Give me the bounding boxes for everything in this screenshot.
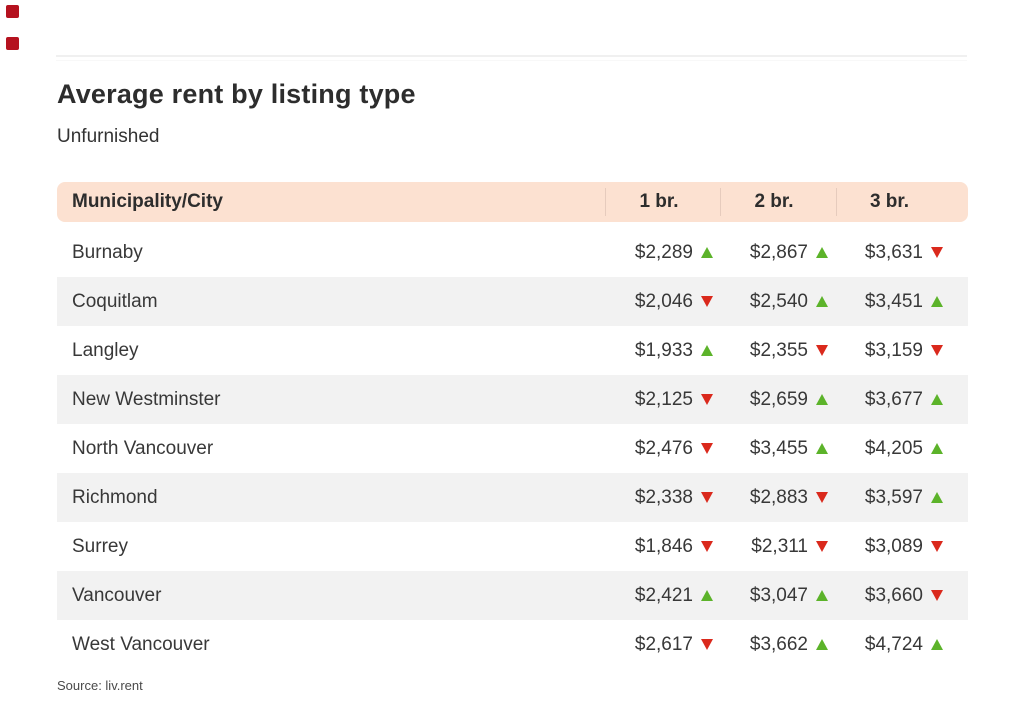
page-title: Average rent by listing type [57,79,416,109]
rent-value: $2,338 [634,486,693,508]
header-municipality: Municipality/City [72,191,223,212]
top-divider [56,55,967,57]
rent-value: $3,047 [749,584,808,606]
trend-up-icon [701,590,713,601]
table-row: Vancouver $2,421 $3,047 $3,660 [57,571,968,620]
table-row: North Vancouver $2,476 $3,455 $4,205 [57,424,968,473]
rent-value: $2,046 [634,290,693,312]
trend-down-icon [931,590,943,601]
rent-value: $1,933 [634,339,693,361]
trend-down-icon [816,492,828,503]
source-note: Source: liv.rent [57,678,143,693]
city-cell: West Vancouver [72,633,210,655]
trend-down-icon [701,639,713,650]
rent-value: $3,451 [864,290,923,312]
trend-down-icon [816,345,828,356]
rent-value: $2,289 [634,241,693,263]
city-cell: Vancouver [72,584,162,606]
rent-value: $2,355 [749,339,808,361]
trend-up-icon [931,492,943,503]
city-cell: North Vancouver [72,437,214,459]
rent-value: $2,867 [749,241,808,263]
trend-down-icon [931,345,943,356]
rent-value: $2,125 [634,388,693,410]
trend-down-icon [931,247,943,258]
header-3br: 3 br. [836,182,968,222]
trend-down-icon [701,541,713,552]
rent-value: $3,089 [864,535,923,557]
table-row: Burnaby $2,289 $2,867 $3,631 [57,228,968,277]
rent-value: $2,540 [749,290,808,312]
trend-up-icon [816,443,828,454]
rent-value: $2,659 [749,388,808,410]
rent-value: $2,476 [634,437,693,459]
rent-value: $3,631 [864,241,923,263]
trend-up-icon [931,296,943,307]
table-row: New Westminster $2,125 $2,659 $3,677 [57,375,968,424]
rent-value: $3,597 [864,486,923,508]
trend-down-icon [701,492,713,503]
city-cell: Coquitlam [72,290,158,312]
rent-value: $3,662 [749,633,808,655]
rent-value: $2,617 [634,633,693,655]
trend-up-icon [816,394,828,405]
rent-value: $3,455 [749,437,808,459]
rent-table: Municipality/City 1 br. 2 br. 3 br. Burn… [57,182,968,669]
trend-down-icon [701,394,713,405]
table-row: Langley $1,933 $2,355 $3,159 [57,326,968,375]
trend-up-icon [816,247,828,258]
trend-up-icon [816,296,828,307]
rent-value: $4,205 [864,437,923,459]
header-2br: 2 br. [720,182,836,222]
brand-square-icon [6,37,19,50]
page-subtitle: Unfurnished [57,126,160,147]
trend-up-icon [931,394,943,405]
rent-value: $1,846 [634,535,693,557]
trend-down-icon [701,443,713,454]
trend-up-icon [931,443,943,454]
trend-up-icon [931,639,943,650]
table-row: West Vancouver $2,617 $3,662 $4,724 [57,620,968,669]
trend-down-icon [931,541,943,552]
table-body: Burnaby $2,289 $2,867 $3,631 Coquitlam $… [57,228,968,669]
rent-value: $3,159 [864,339,923,361]
trend-down-icon [701,296,713,307]
brand-square-icon [6,5,19,18]
table-row: Surrey $1,846 $2,311 $3,089 [57,522,968,571]
city-cell: Richmond [72,486,158,508]
trend-up-icon [701,247,713,258]
trend-up-icon [816,590,828,601]
rent-value: $4,724 [864,633,923,655]
city-cell: New Westminster [72,388,221,410]
rent-value: $2,421 [634,584,693,606]
table-row: Coquitlam $2,046 $2,540 $3,451 [57,277,968,326]
rent-value: $3,660 [864,584,923,606]
city-cell: Langley [72,339,139,361]
trend-up-icon [701,345,713,356]
table-row: Richmond $2,338 $2,883 $3,597 [57,473,968,522]
trend-up-icon [816,639,828,650]
top-divider-shadow [56,60,967,61]
trend-down-icon [816,541,828,552]
header-1br: 1 br. [605,182,720,222]
rent-value: $2,311 [751,535,808,557]
rent-value: $2,883 [749,486,808,508]
city-cell: Burnaby [72,241,143,263]
city-cell: Surrey [72,535,128,557]
rent-value: $3,677 [864,388,923,410]
table-header-row: Municipality/City 1 br. 2 br. 3 br. [57,182,968,222]
